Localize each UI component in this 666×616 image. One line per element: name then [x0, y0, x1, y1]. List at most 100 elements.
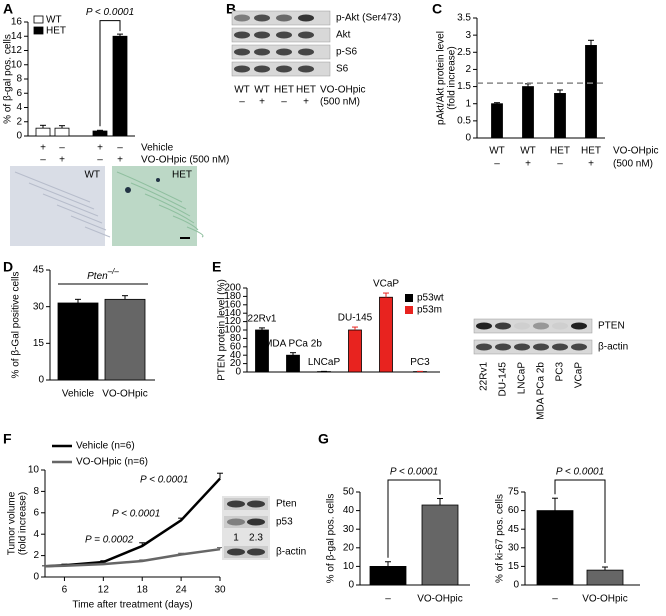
- x-tick-label: –: [385, 594, 391, 605]
- x-tick-label: VO-OHpic: [417, 594, 463, 605]
- line: [44, 547, 221, 568]
- lane-label: WT: [254, 85, 270, 96]
- bar: [369, 566, 407, 586]
- annotation: P = 0.0002: [85, 535, 134, 546]
- panel-letter: G: [318, 431, 329, 447]
- micrograph-label: WT: [84, 170, 100, 181]
- x-tick-label: HET: [550, 146, 570, 157]
- error-bar: [178, 552, 185, 555]
- legend-label: WT: [46, 15, 62, 26]
- panel-letter: E: [212, 259, 221, 275]
- bar: [35, 127, 51, 137]
- panel-letter: D: [3, 259, 13, 275]
- bar: [421, 504, 459, 586]
- treatment-mark: –: [281, 97, 287, 108]
- y-tick-label: 4: [33, 529, 39, 540]
- annotation: P < 0.0001: [140, 475, 188, 486]
- blot-row-label: S6: [336, 64, 349, 75]
- treatment-name: (500 nM): [613, 159, 653, 170]
- lane-label: LNCaP: [517, 362, 528, 395]
- lane-label: VCaP: [574, 362, 585, 388]
- y-axis-label: Tumor volume: [7, 491, 18, 555]
- x-tick-label: 30: [214, 585, 226, 596]
- blot-band: [247, 548, 265, 556]
- error-bar: [437, 498, 443, 506]
- error-bar: [383, 292, 389, 298]
- blot-band: [227, 518, 245, 526]
- panel-letter: C: [432, 1, 442, 17]
- x-tick-label: Vehicle: [62, 389, 95, 400]
- bar-label: PC3: [410, 357, 430, 368]
- blot-band: [552, 343, 568, 351]
- blot-band: [552, 322, 568, 330]
- legend-swatch: [33, 15, 44, 24]
- blot-band: [247, 500, 265, 508]
- treatment-name: VO-OHpic: [320, 85, 366, 96]
- annotation-gene: Pten: [87, 271, 108, 282]
- micrograph: [112, 166, 197, 246]
- bar: [586, 569, 624, 586]
- y-tick-label: 160: [224, 299, 241, 310]
- error-bar: [217, 472, 223, 479]
- micrograph-texture: [172, 215, 199, 231]
- error-bar: [42, 565, 48, 567]
- y-tick-label: 0: [38, 375, 44, 386]
- micrograph-texture: [116, 171, 183, 203]
- error-bar: [100, 560, 107, 563]
- treatment-mark: +: [588, 159, 594, 170]
- y-tick-label: 20: [230, 358, 242, 369]
- blot-row-label: Akt: [336, 30, 351, 41]
- legend-swatch: [33, 26, 44, 35]
- error-bar: [352, 326, 358, 330]
- blot-band: [247, 518, 265, 526]
- error-bar: [290, 352, 296, 356]
- error-bar: [97, 129, 103, 132]
- x-tick-label: VO-OHpic: [102, 389, 148, 400]
- y-axis-label: pAkt/Akt protein level: [436, 31, 447, 125]
- legend-label: p53m: [417, 305, 442, 316]
- annotation: P < 0.0001: [390, 467, 438, 478]
- error-bar: [59, 125, 65, 129]
- y-tick-label: 16: [11, 17, 23, 28]
- error-bar: [178, 517, 185, 521]
- blot-band: [234, 65, 250, 73]
- y-tick-label: 14: [11, 31, 23, 42]
- blot-band: [476, 343, 492, 351]
- bar: [57, 302, 99, 381]
- y-tick-label: 8: [16, 74, 22, 85]
- x-tick-label: –: [552, 594, 558, 605]
- treatment-mark: –: [117, 143, 123, 154]
- y-tick-label: 2: [465, 64, 471, 75]
- y-tick-label: 45: [33, 265, 45, 276]
- error-bar: [100, 562, 107, 565]
- lane-label: 22Rv1: [479, 362, 490, 391]
- y-tick-label: 0.5: [457, 115, 471, 126]
- bar: [379, 296, 393, 373]
- panel-letter: F: [3, 431, 12, 447]
- treatment-mark: –: [494, 159, 500, 170]
- blot-band: [533, 322, 549, 330]
- bar: [112, 35, 128, 137]
- y-tick-label: 6: [33, 507, 39, 518]
- y-tick-label: 45: [508, 524, 520, 535]
- blot-band: [234, 48, 250, 56]
- significance-bracket: [554, 479, 606, 564]
- treatment-mark: +: [59, 155, 65, 166]
- panel-letter: B: [226, 1, 236, 17]
- treatment-name: VO-OHpic: [613, 146, 659, 157]
- significance-bracket: [387, 479, 441, 558]
- y-tick-label: 2.5: [457, 47, 471, 58]
- micrograph-cell: [125, 187, 131, 193]
- blot-row-label: β-actin: [598, 342, 628, 353]
- blot-band: [227, 500, 245, 508]
- y-tick-label: 0: [16, 131, 22, 142]
- treatment-mark: –: [97, 155, 103, 166]
- lane-label: HET: [274, 85, 294, 96]
- blot-band: [276, 65, 292, 73]
- blot-band: [234, 14, 250, 22]
- y-tick-label: 60: [230, 341, 242, 352]
- bar: [522, 86, 534, 139]
- error-bar: [139, 559, 146, 561]
- bar: [348, 329, 362, 373]
